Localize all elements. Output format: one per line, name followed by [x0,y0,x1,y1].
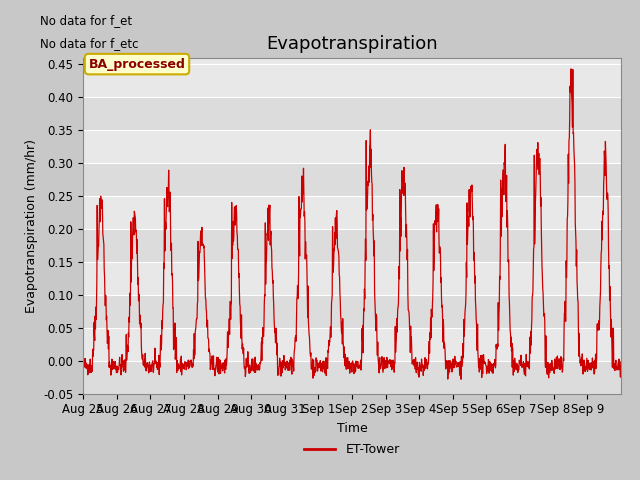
Bar [83,295,621,328]
Bar [83,229,621,262]
Legend: ET-Tower: ET-Tower [300,438,404,461]
Title: Evapotranspiration: Evapotranspiration [266,35,438,53]
Text: BA_processed: BA_processed [88,58,186,71]
Bar [83,196,621,229]
Text: No data for f_et: No data for f_et [40,14,132,27]
Bar [83,97,621,130]
Bar [83,360,621,394]
X-axis label: Time: Time [337,422,367,435]
Bar [83,163,621,196]
Bar [83,262,621,295]
Bar [83,328,621,360]
Text: No data for f_etc: No data for f_etc [40,37,139,50]
Y-axis label: Evapotranspiration (mm/hr): Evapotranspiration (mm/hr) [25,139,38,312]
Bar [83,64,621,97]
Bar [83,130,621,163]
